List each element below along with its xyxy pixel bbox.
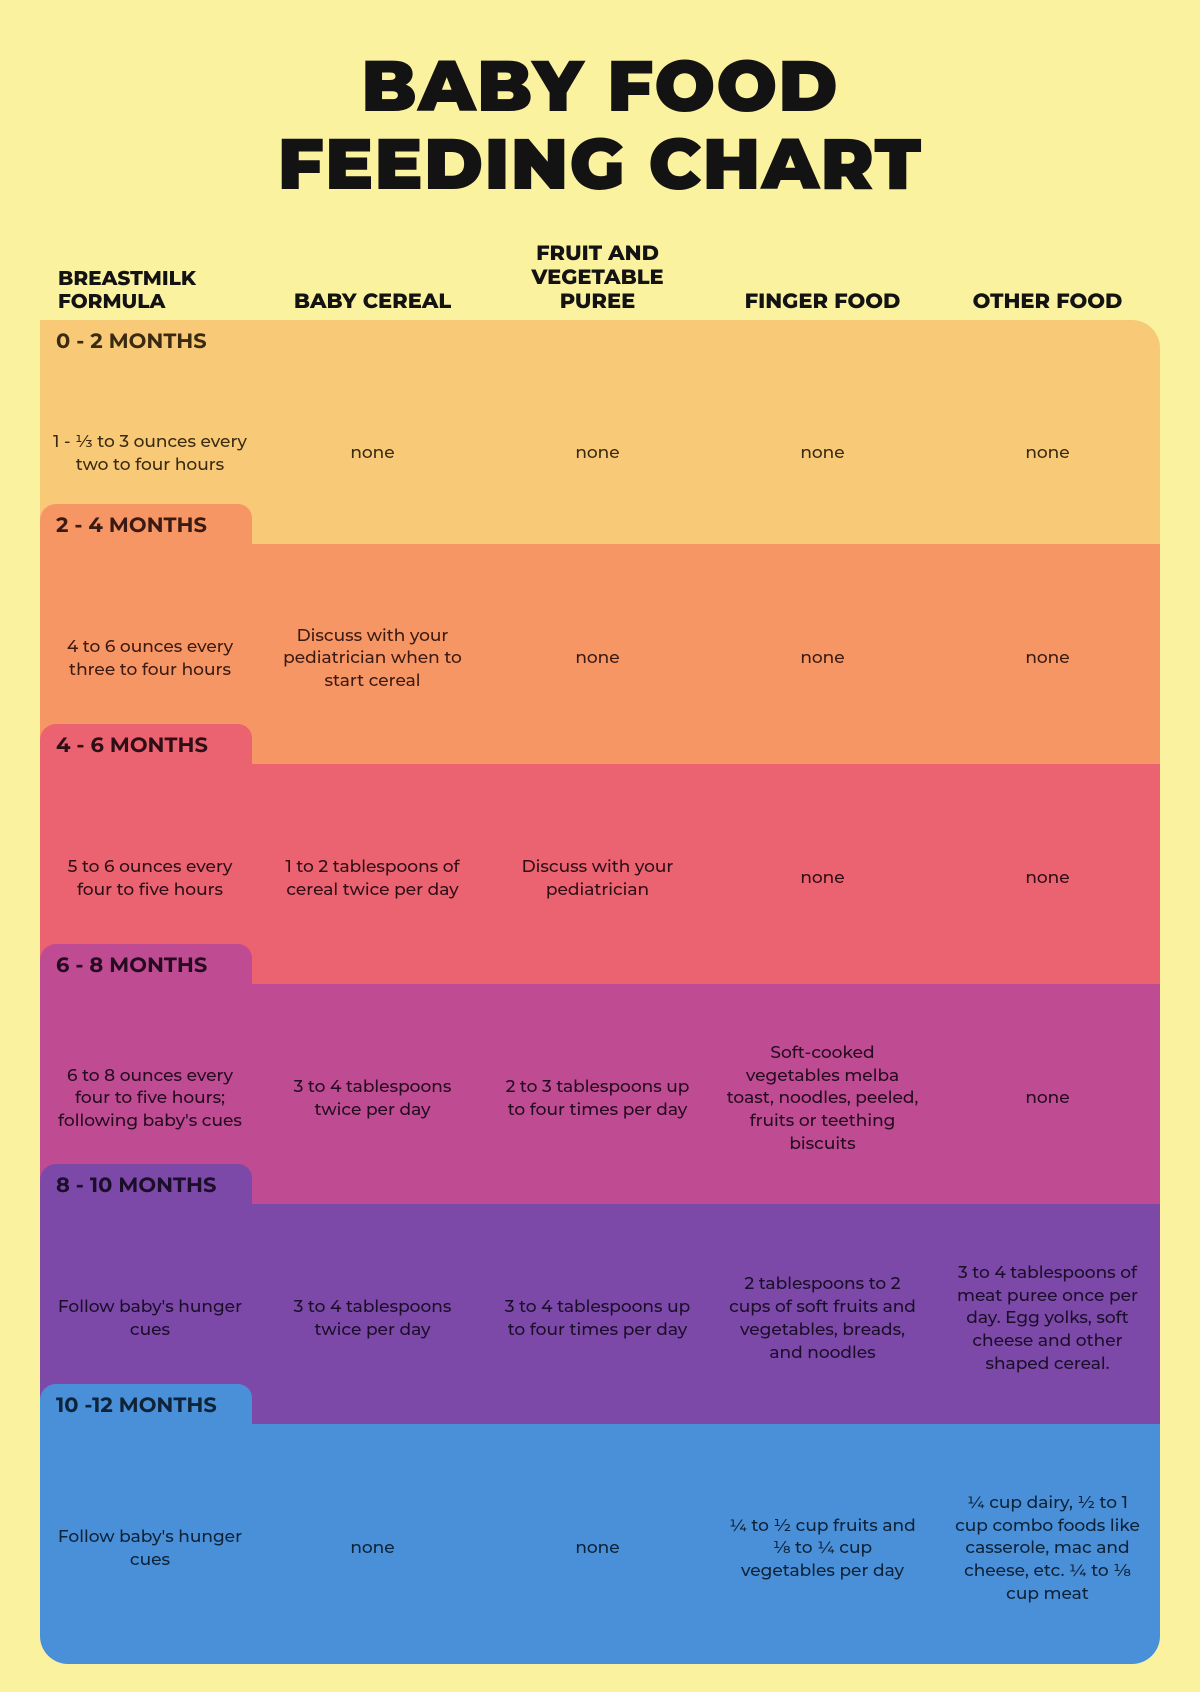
age-tab: 6 - 8 MONTHS <box>40 944 252 988</box>
age-tab: 4 - 6 MONTHS <box>40 724 252 768</box>
cell: 2 tablespoons to 2 cups of soft fruits a… <box>710 1273 935 1365</box>
age-tab: 8 - 10 MONTHS <box>40 1164 252 1208</box>
cell: Discuss with your pediatrician <box>485 856 710 902</box>
chart-title: BABY FOODFEEDING CHART <box>40 48 1160 204</box>
cell: 4 to 6 ounces every three to four hours <box>40 636 260 682</box>
age-row: 10 -12 MONTHSFollow baby's hunger cuesno… <box>40 1424 1160 1664</box>
cell: none <box>710 442 935 465</box>
feeding-chart: 0 - 2 MONTHS 1 - ⅓ to 3 ounces every two … <box>40 320 1160 1664</box>
cell: none <box>485 1537 710 1560</box>
cell: Follow baby's hunger cues <box>40 1296 260 1342</box>
cell: none <box>935 1087 1160 1110</box>
cell: Discuss with your pediatrician when to s… <box>260 625 485 694</box>
cell: none <box>260 1537 485 1560</box>
cell: none <box>710 647 935 670</box>
col-header-breastmilk: BREASTMILK FORMULA <box>40 260 260 326</box>
cell: 3 to 4 tablespoons of meat puree once pe… <box>935 1262 1160 1377</box>
cell: 3 to 4 tablespoons up to four times per … <box>485 1296 710 1342</box>
cell: none <box>935 647 1160 670</box>
cell: ¼ to ½ cup fruits and ⅛ to ¼ cup vegetab… <box>710 1515 935 1584</box>
cell: 3 to 4 tablespoons twice per day <box>260 1296 485 1342</box>
age-tab: 10 -12 MONTHS <box>40 1384 252 1428</box>
cell: none <box>935 442 1160 465</box>
age-tab: 2 - 4 MONTHS <box>40 504 252 548</box>
cell: none <box>485 647 710 670</box>
cell: none <box>485 442 710 465</box>
cell: 1 - ⅓ to 3 ounces every two to four hour… <box>40 431 260 477</box>
cell: Follow baby's hunger cues <box>40 1526 260 1572</box>
cell: 3 to 4 tablespoons twice per day <box>260 1076 485 1122</box>
cell: ¼ cup dairy, ½ to 1 cup combo foods like… <box>935 1492 1160 1607</box>
cell: 5 to 6 ounces every four to five hours <box>40 856 260 902</box>
cell: none <box>260 442 485 465</box>
cell: Soft-cooked vegetables melba toast, nood… <box>710 1042 935 1157</box>
row-body: Follow baby's hunger cuesnonenone¼ to ½ … <box>40 1424 1160 1664</box>
cell: none <box>710 867 935 890</box>
cell: 1 to 2 tablespoons of cereal twice per d… <box>260 856 485 902</box>
cell: none <box>935 867 1160 890</box>
cell: 2 to 3 tablespoons up to four times per … <box>485 1076 710 1122</box>
column-headers: BREASTMILK FORMULA BABY CEREAL FRUIT AND… <box>40 234 1160 326</box>
age-tab: 0 - 2 MONTHS <box>40 320 252 364</box>
col-header-puree: FRUIT AND VEGETABLE PUREE <box>485 234 710 326</box>
cell: 6 to 8 ounces every four to five hours; … <box>40 1065 260 1134</box>
